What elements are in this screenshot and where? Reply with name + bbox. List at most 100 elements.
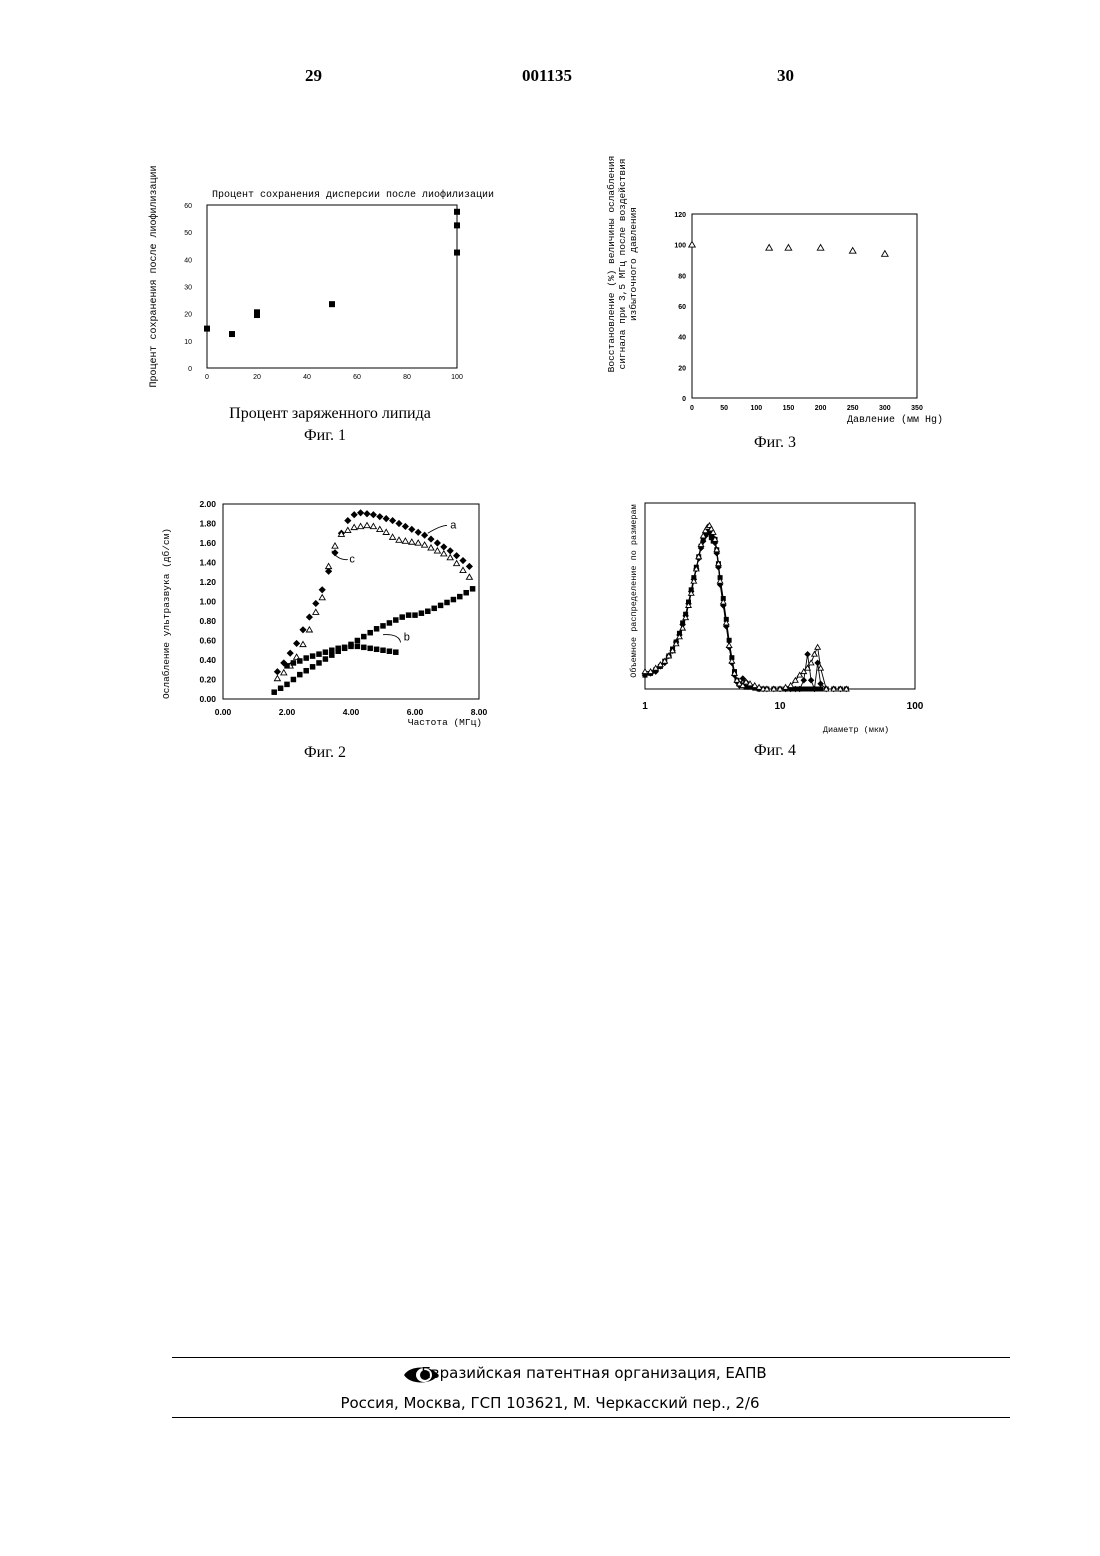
fig2-series-b2-point <box>303 655 309 661</box>
fig2-series-c-point <box>326 563 332 568</box>
fig2-series-b-point <box>380 623 386 629</box>
fig2-series-b-point <box>444 600 450 606</box>
fig1-xtick-label: 100 <box>451 374 463 381</box>
fig2-series-a-point <box>299 626 306 633</box>
figure-3: 020406080100120050100150200250300350Давл… <box>600 130 970 440</box>
left-page-number: 29 <box>305 66 322 86</box>
fig2-series-c-point <box>422 542 428 547</box>
fig2-series-b2-point <box>348 644 354 650</box>
fig2-series-b2-point <box>387 648 393 654</box>
fig2-ytick-label: 0.60 <box>199 636 216 646</box>
fig2-series-c-point <box>390 534 396 539</box>
fig1-data-point <box>329 301 335 307</box>
fig2-series-b-point <box>412 612 418 618</box>
fig2-ytick-label: 2.00 <box>199 499 216 509</box>
fig2-series-a-point <box>421 532 428 539</box>
fig2-series-c-point <box>415 540 421 545</box>
footer-bottom-rule <box>172 1417 1010 1418</box>
fig2-series-b-point <box>367 630 373 636</box>
fig3-y-axis-label: избыточного давления <box>628 207 639 321</box>
fig2-series-b-point <box>323 656 329 662</box>
fig1-data-point <box>454 222 460 228</box>
figure-3-caption: Фиг. 3 <box>700 434 850 452</box>
fig2-series-b2-point <box>342 645 348 651</box>
fig2-series-b-point <box>303 668 309 674</box>
fig2-xtick-label: 6.00 <box>407 707 424 717</box>
fig1-ytick-label: 60 <box>184 203 192 210</box>
fig1-xtick-label: 40 <box>303 374 311 381</box>
fig2-series-a-point <box>453 552 460 559</box>
fig1-data-point <box>454 250 460 256</box>
fig2-series-c-point <box>274 676 280 681</box>
fig2-series-a-point <box>427 536 434 543</box>
fig2-series-c-point <box>460 567 466 572</box>
fig2-y-axis-label: Ослабление ультразвука (дб/см) <box>161 528 172 699</box>
fig2-series-b-point <box>374 626 380 632</box>
fig2-series-a-point <box>459 557 466 564</box>
fig2-series-b-point <box>361 634 367 640</box>
fig1-ytick-label: 0 <box>188 366 192 373</box>
fig2-series-c-point <box>454 561 460 566</box>
fig2-series-c-point <box>466 574 472 579</box>
fig2-series-c-point <box>358 523 364 528</box>
fig4-x-axis-label: Диаметр (мкм) <box>823 725 889 735</box>
figure-2: 0.000.200.400.600.801.001.201.401.601.80… <box>155 490 515 740</box>
fig1-ytick-label: 40 <box>184 257 192 264</box>
fig2-series-b-point <box>470 586 476 592</box>
fig3-xtick-label: 350 <box>911 405 923 412</box>
fig3-ytick-label: 120 <box>674 212 686 219</box>
fig2-series-a-point <box>306 614 313 621</box>
fig2-series-c-point <box>319 595 325 600</box>
fig3-data-point <box>785 244 792 250</box>
fig2-ytick-label: 0.00 <box>199 694 216 704</box>
fig3-xtick-label: 300 <box>879 405 891 412</box>
fig4-plot-frame <box>645 503 915 689</box>
fig2-series-a-point <box>312 600 319 607</box>
fig2-series-b-point <box>278 686 284 692</box>
fig3-data-point <box>689 241 696 247</box>
fig2-series-a-point <box>274 668 281 675</box>
fig2-series-c-point <box>306 627 312 632</box>
fig2-series-c-point <box>370 523 376 528</box>
fig2-annotation-a: a <box>450 519 457 531</box>
fig2-series-b-point <box>425 609 431 615</box>
fig2-series-c-point <box>383 529 389 534</box>
fig2-series-a-point <box>402 523 409 530</box>
fig2-series-a-point <box>357 509 364 516</box>
fig4-series-s1-line <box>645 532 846 689</box>
figure-2-caption: Фиг. 2 <box>250 744 400 762</box>
figure-1-axis-caption: Процент заряженного липида <box>200 405 460 423</box>
fig2-series-a-point <box>415 529 422 536</box>
fig3-ytick-label: 60 <box>678 304 686 311</box>
footer-organization: Евразийская патентная организация, ЕАПВ <box>0 1364 1100 1382</box>
fig2-ytick-label: 1.80 <box>199 519 216 529</box>
fig3-x-axis-label: Давление (мм Hg) <box>847 414 943 426</box>
document-number: 001135 <box>522 66 572 86</box>
fig2-xtick-label: 0.00 <box>215 707 232 717</box>
fig2-series-c-point <box>377 526 383 531</box>
fig2-series-c-point <box>364 522 370 527</box>
fig2-series-b2-point <box>393 649 399 655</box>
fig2-ytick-label: 0.40 <box>199 655 216 665</box>
fig2-series-c-point <box>434 548 440 553</box>
fig2-annotation-a-leader <box>428 525 447 533</box>
fig2-series-c-point <box>281 670 287 675</box>
fig2-series-a-point <box>287 650 294 657</box>
figure-4-chart: 110100Диаметр (мкм)Объемное распределени… <box>620 490 950 740</box>
fig2-series-b2-point <box>329 648 335 654</box>
fig1-xtick-label: 0 <box>205 374 209 381</box>
fig2-series-b-point <box>284 682 290 688</box>
fig2-series-a-point <box>389 517 396 524</box>
fig2-series-b2-point <box>291 660 297 666</box>
fig1-data-point <box>204 326 210 332</box>
fig2-series-b-point <box>271 689 277 695</box>
fig4-series-s2-point <box>808 677 815 684</box>
fig3-ytick-label: 80 <box>678 273 686 280</box>
fig1-ytick-label: 50 <box>184 230 192 237</box>
fig2-series-b2-point <box>316 651 322 657</box>
fig3-xtick-label: 0 <box>690 405 694 412</box>
fig2-series-c-point <box>345 527 351 532</box>
fig1-ytick-label: 30 <box>184 285 192 292</box>
figure-3-chart: 020406080100120050100150200250300350Давл… <box>600 130 970 440</box>
fig2-series-c-point <box>441 551 447 556</box>
